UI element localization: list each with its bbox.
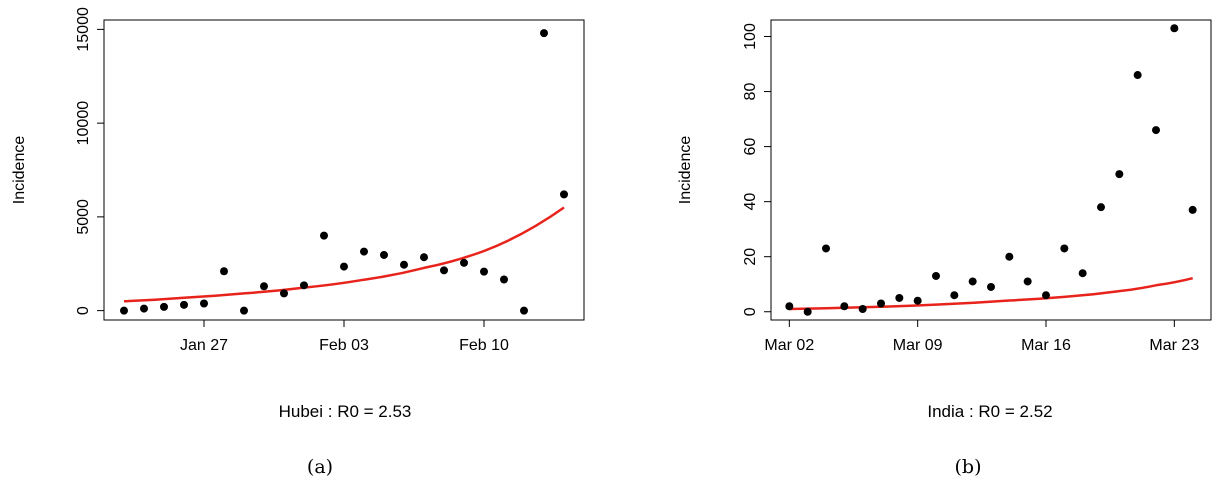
data-point <box>520 306 528 315</box>
data-point <box>1170 24 1179 33</box>
data-point <box>840 302 849 311</box>
y-tick-label: 80 <box>742 83 759 101</box>
data-point <box>420 253 428 262</box>
series-group-b <box>785 24 1197 316</box>
x-axis-label-b: India : R0 = 2.52 <box>927 402 1052 421</box>
data-point <box>540 29 548 38</box>
panel-a-hubei: 0 5000 10000 15000 Jan 27 Feb 03 Feb 10 Incid… <box>11 7 585 478</box>
data-point <box>1005 252 1014 261</box>
data-point <box>1042 291 1050 300</box>
y-axis-b: 0 20 40 60 80 100 <box>742 23 771 316</box>
y-tick-label: 10000 <box>75 101 92 146</box>
plot-frame-a <box>103 19 585 321</box>
data-point <box>460 258 468 267</box>
data-point <box>560 190 568 199</box>
y-axis-a: 0 5000 10000 15000 <box>75 7 104 315</box>
data-point <box>1097 203 1105 212</box>
y-axis-label-a: Incidence <box>11 136 28 205</box>
y-tick-label: 5000 <box>75 199 92 235</box>
data-point <box>968 277 977 286</box>
y-tick-label: 40 <box>742 193 759 211</box>
data-point <box>877 299 885 308</box>
x-axis-b: Mar 02 Mar 09 Mar 16 Mar 23 <box>764 319 1199 354</box>
data-point <box>220 267 228 276</box>
x-tick-label: Feb 03 <box>319 337 369 354</box>
data-point <box>1188 205 1197 214</box>
data-point <box>300 281 308 290</box>
x-tick-label: Mar 23 <box>1149 337 1199 354</box>
data-point <box>360 247 368 256</box>
data-point <box>260 282 268 291</box>
data-point <box>987 282 995 291</box>
plot-frame-b <box>770 19 1212 321</box>
data-point <box>950 291 959 300</box>
data-point <box>140 304 148 313</box>
data-point <box>932 271 940 280</box>
y-tick-label: 20 <box>742 248 759 266</box>
data-point <box>400 260 408 269</box>
data-point <box>120 306 128 315</box>
data-point <box>440 266 448 275</box>
x-tick-label: Feb 10 <box>459 337 509 354</box>
series-group-a <box>120 29 568 315</box>
data-point <box>785 302 794 311</box>
data-point <box>500 275 508 284</box>
panel-caption-a: (a) <box>307 456 333 478</box>
data-point <box>1115 170 1124 179</box>
data-point <box>200 299 208 308</box>
y-tick-label: 15000 <box>75 7 92 52</box>
x-tick-label: Mar 02 <box>764 337 814 354</box>
x-axis-label-a: Hubei : R0 = 2.53 <box>279 402 412 421</box>
data-point <box>1060 244 1069 253</box>
data-point <box>822 244 830 253</box>
data-point <box>320 231 328 240</box>
y-tick-label: 0 <box>742 307 759 316</box>
data-point <box>340 262 348 271</box>
data-point <box>480 267 488 276</box>
y-axis-label-b: Incidence <box>677 136 694 205</box>
fit-curve <box>123 206 565 303</box>
y-tick-label: 60 <box>742 138 759 156</box>
data-point <box>895 293 904 302</box>
x-axis-a: Jan 27 Feb 03 Feb 10 <box>180 319 509 354</box>
x-tick-label: Mar 09 <box>893 337 943 354</box>
panel-caption-b: (b) <box>955 456 982 478</box>
x-tick-label: Mar 16 <box>1021 337 1071 354</box>
data-point <box>913 296 922 305</box>
data-point <box>160 302 168 311</box>
y-tick-label: 100 <box>742 23 759 50</box>
data-point <box>1078 269 1087 278</box>
data-point <box>803 307 812 316</box>
data-point <box>1133 71 1142 80</box>
y-tick-label: 0 <box>75 306 92 315</box>
data-point <box>280 289 288 298</box>
data-point <box>180 300 188 309</box>
fit-curve <box>789 276 1194 311</box>
data-point <box>1152 126 1160 135</box>
x-tick-label: Jan 27 <box>180 337 228 354</box>
data-point <box>380 250 388 259</box>
data-point <box>240 306 248 315</box>
data-point <box>858 304 867 313</box>
data-point <box>1023 277 1032 286</box>
panel-b-india: 0 20 40 60 80 100 Mar 02 Mar 09 Mar 16 Mar 23 In… <box>677 19 1212 478</box>
